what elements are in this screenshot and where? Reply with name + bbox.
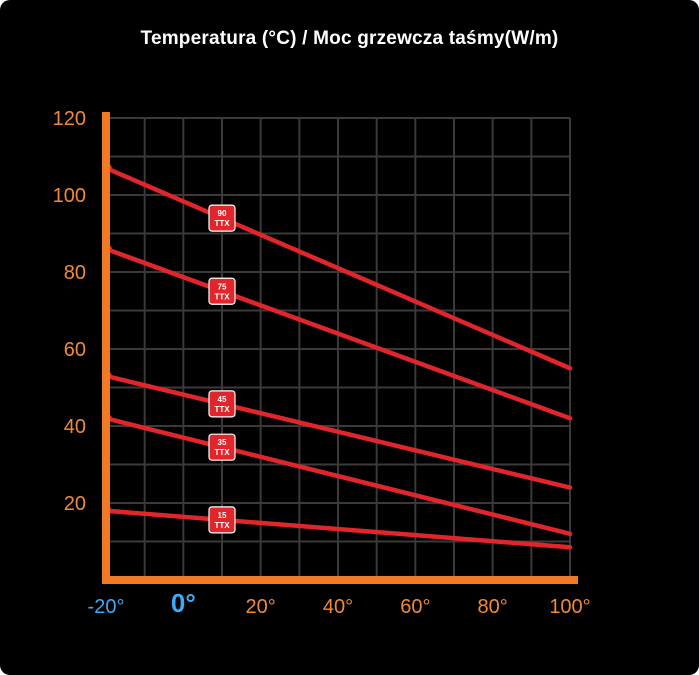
x-tick-label: -20° (88, 596, 125, 618)
series-line-45 (103, 373, 573, 490)
series-tag-unit: TTX (214, 521, 230, 530)
series-tag-number: 90 (218, 209, 227, 218)
series-tag-box (208, 277, 236, 305)
x-tick-label: 80° (478, 596, 508, 618)
series-tag-unit: TTX (214, 292, 230, 301)
x-tick-label: 20° (246, 596, 276, 618)
chart-title: Temperatura (°C) / Moc grzewcza taśmy(W/… (140, 28, 559, 49)
series-tag-unit: TTX (214, 448, 230, 457)
series-tag-number: 35 (218, 438, 227, 447)
y-tick-label: 120 (53, 108, 86, 130)
y-tick-label: 40 (64, 416, 86, 438)
series-tag-number: 15 (218, 511, 227, 520)
grid (106, 117, 571, 580)
y-tick-label: 20 (64, 493, 86, 515)
y-tick-label: 100 (53, 185, 86, 207)
series-line-90 (103, 165, 573, 371)
series-tag-box (208, 204, 236, 232)
x-tick-label: 0° (171, 588, 196, 618)
series-tag-box (208, 390, 236, 418)
y-tick-label: 60 (64, 339, 86, 361)
series-line-75 (103, 246, 573, 421)
x-tick-label: 60° (400, 596, 430, 618)
series-tag-unit: TTX (214, 219, 230, 228)
series-line-15 (103, 508, 573, 550)
series-tag-number: 75 (218, 282, 227, 291)
series-line-35 (103, 416, 573, 537)
axes (102, 112, 578, 584)
series-tag-box (208, 506, 236, 534)
series-tag-number: 45 (218, 395, 227, 404)
series-tag-box (208, 433, 236, 461)
tick-labels: 20 40 60 80 100 120 -20° 0° 20° 40° 60° 80° 100° (53, 108, 591, 618)
series-tag-unit: TTX (214, 405, 230, 414)
y-tick-label: 80 (64, 262, 86, 284)
x-tick-label: 40° (323, 596, 353, 618)
x-tick-label: 100° (549, 596, 590, 618)
